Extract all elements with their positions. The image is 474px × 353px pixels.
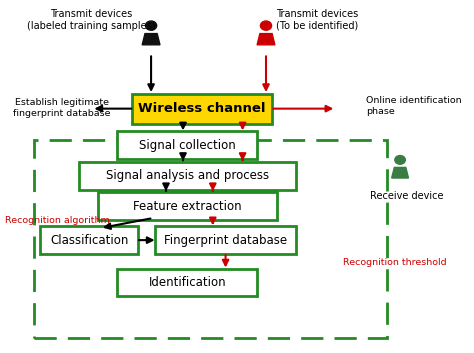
FancyBboxPatch shape bbox=[40, 226, 138, 254]
Text: Online identification
phase: Online identification phase bbox=[366, 96, 462, 116]
Text: Feature extraction: Feature extraction bbox=[133, 199, 242, 213]
Text: Recognition algorithm: Recognition algorithm bbox=[5, 216, 110, 225]
FancyBboxPatch shape bbox=[117, 132, 257, 159]
Text: Wireless channel: Wireless channel bbox=[138, 102, 266, 115]
Text: Classification: Classification bbox=[50, 234, 128, 247]
Bar bbox=[34, 139, 387, 338]
Text: Signal collection: Signal collection bbox=[139, 139, 236, 152]
Circle shape bbox=[146, 21, 157, 30]
Text: Recognition threshold: Recognition threshold bbox=[343, 258, 446, 267]
Polygon shape bbox=[142, 34, 160, 45]
Circle shape bbox=[395, 156, 405, 164]
FancyBboxPatch shape bbox=[155, 226, 296, 254]
Text: Signal analysis and process: Signal analysis and process bbox=[106, 169, 269, 182]
Text: Identification: Identification bbox=[148, 276, 226, 289]
Text: Transmit devices
(labeled training samples): Transmit devices (labeled training sampl… bbox=[27, 9, 156, 31]
FancyBboxPatch shape bbox=[117, 269, 257, 296]
FancyBboxPatch shape bbox=[98, 192, 277, 220]
Text: Transmit devices
(To be identified): Transmit devices (To be identified) bbox=[276, 9, 358, 31]
Circle shape bbox=[260, 21, 272, 30]
Polygon shape bbox=[392, 167, 409, 178]
FancyBboxPatch shape bbox=[132, 94, 273, 124]
Polygon shape bbox=[257, 34, 275, 45]
Text: Fingerprint database: Fingerprint database bbox=[164, 234, 287, 247]
FancyBboxPatch shape bbox=[79, 162, 296, 190]
Text: Receive device: Receive device bbox=[370, 191, 443, 201]
Text: Establish legitimate
fingerprint database: Establish legitimate fingerprint databas… bbox=[13, 98, 110, 118]
